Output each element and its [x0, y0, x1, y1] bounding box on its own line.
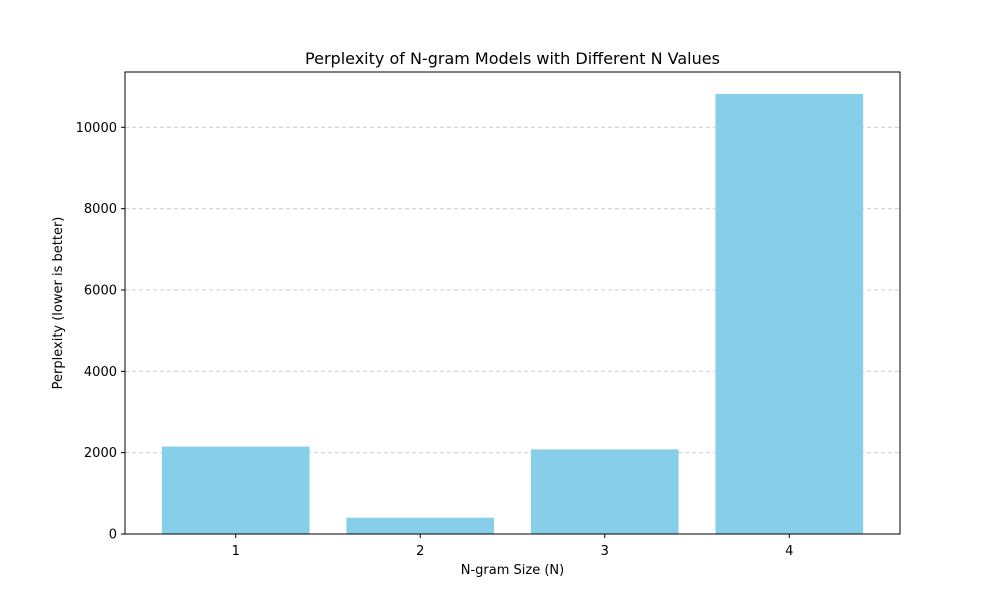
chart-title: Perplexity of N-gram Models with Differe…	[305, 49, 720, 68]
x-tick-label: 3	[601, 544, 609, 559]
bar-n-4	[715, 93, 864, 534]
bar-n-2	[346, 517, 495, 534]
bars	[161, 93, 864, 534]
y-tick-label: 2000	[84, 446, 117, 461]
bar-n-1	[161, 446, 310, 534]
x-axis-ticks: 1 2 3 4	[232, 534, 793, 559]
y-tick-label: 6000	[84, 283, 117, 298]
y-axis-ticks: 0 2000 4000 6000 8000 10000	[76, 121, 125, 543]
x-tick-label: 1	[232, 544, 240, 559]
x-tick-label: 2	[416, 544, 424, 559]
y-tick-label: 4000	[84, 365, 117, 380]
bar-n-3	[530, 449, 679, 534]
y-tick-label: 0	[109, 528, 117, 543]
x-axis-label: N-gram Size (N)	[461, 563, 564, 578]
y-tick-label: 8000	[84, 202, 117, 217]
x-tick-label: 4	[785, 544, 793, 559]
y-tick-label: 10000	[76, 121, 117, 136]
plot-frame	[124, 71, 901, 535]
y-axis-label: Perplexity (lower is better)	[51, 217, 66, 390]
